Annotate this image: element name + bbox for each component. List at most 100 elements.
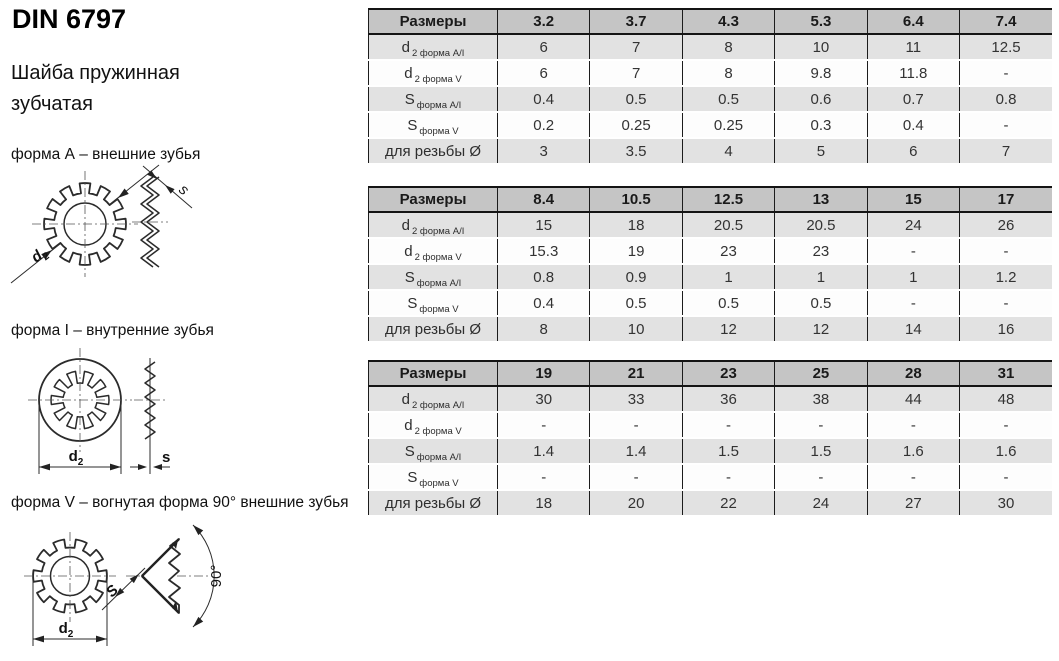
dim-label-d2: d2	[28, 243, 52, 268]
value-cell: 23	[681, 238, 775, 265]
size-column-header: 3.7	[589, 8, 683, 35]
value-cell: 0.4	[866, 112, 960, 139]
row-label: для резьбы Ø	[368, 490, 498, 515]
value-cell: 1	[681, 264, 775, 291]
drawing-form-i: d2 s	[28, 348, 170, 474]
value-cell: 12	[681, 316, 775, 341]
value-cell: -	[866, 412, 960, 439]
value-cell: 1.6	[959, 438, 1052, 465]
value-cell: 20.5	[681, 212, 775, 239]
value-cell: 1	[774, 264, 868, 291]
value-cell: -	[959, 464, 1052, 491]
caption-form-v: форма V – вогнутая форма 90° внешние зуб…	[11, 494, 349, 511]
value-cell: 22	[681, 490, 775, 515]
size-column-header: 19	[496, 360, 590, 387]
value-cell: 4	[681, 138, 775, 163]
size-column-header: 17	[959, 186, 1052, 213]
value-cell: 8	[681, 34, 775, 61]
value-cell: 0.4	[496, 86, 590, 113]
size-column-header: 12.5	[681, 186, 775, 213]
value-cell: 44	[866, 386, 960, 413]
dim-label-d2: d2	[59, 620, 74, 640]
value-cell: 26	[959, 212, 1052, 239]
size-column-header: 31	[959, 360, 1052, 387]
value-cell: -	[774, 464, 868, 491]
value-cell: 1	[866, 264, 960, 291]
value-cell: -	[496, 464, 590, 491]
value-cell: -	[959, 60, 1052, 87]
dim-label-s: S	[103, 582, 122, 601]
drawing-form-v: d2 S 90°	[24, 524, 225, 646]
value-cell: 0.25	[589, 112, 683, 139]
page-title: DIN 6797	[12, 4, 127, 34]
row-label: для резьбы Ø	[368, 316, 498, 341]
header-row: Размеры 19 21 23 25 28 31	[368, 360, 1052, 387]
size-column-header: 4.3	[681, 8, 775, 35]
table-row: для резьбы Ø 18 20 22 24 27 30	[368, 490, 1052, 515]
value-cell: -	[866, 238, 960, 265]
dimensions-table-3: Размеры 19 21 23 25 28 31 d 2 форма А/I 30 33 36 38 4…	[368, 360, 1052, 515]
header-row: Размеры 3.2 3.7 4.3 5.3 6.4 7.4	[368, 8, 1052, 35]
value-cell: 0.5	[589, 290, 683, 317]
size-column-header: 7.4	[959, 8, 1052, 35]
dimensions-table-block-3: Размеры 19 21 23 25 28 31 d 2 форма А/I 30 33 36 38 4…	[368, 360, 1052, 515]
size-column-header: 10.5	[589, 186, 683, 213]
value-cell: 12	[774, 316, 868, 341]
value-cell: 0.5	[589, 86, 683, 113]
value-cell: 1.2	[959, 264, 1052, 291]
value-cell: 6	[866, 138, 960, 163]
value-cell: 27	[866, 490, 960, 515]
value-cell: 7	[589, 60, 683, 87]
value-cell: -	[959, 238, 1052, 265]
size-column-header: 13	[774, 186, 868, 213]
value-cell: 12.5	[959, 34, 1052, 61]
value-cell: 7	[589, 34, 683, 61]
dimensions-table-2: Размеры 8.4 10.5 12.5 13 15 17 d 2 форма А/I 15 18…	[368, 186, 1052, 341]
value-cell: 9.8	[774, 60, 868, 87]
value-cell: -	[774, 412, 868, 439]
value-cell: 0.5	[681, 86, 775, 113]
value-cell: 0.8	[496, 264, 590, 291]
dim-label-s: s	[162, 449, 170, 466]
value-cell: 0.7	[866, 86, 960, 113]
value-cell: -	[959, 112, 1052, 139]
dimensions-table-block-1: Размеры 3.2 3.7 4.3 5.3 6.4 7.4 d 2 форма А/I 6 7 8…	[368, 8, 1052, 163]
table-row: для резьбы Ø 3 3.5 4 5 6 7	[368, 138, 1052, 163]
value-cell: 7	[959, 138, 1052, 163]
size-column-header: 21	[589, 360, 683, 387]
value-cell: 1.4	[496, 438, 590, 465]
value-cell: -	[589, 412, 683, 439]
value-cell: 6	[496, 60, 590, 87]
value-cell: 10	[589, 316, 683, 341]
value-cell: 38	[774, 386, 868, 413]
value-cell: 24	[774, 490, 868, 515]
value-cell: 1.4	[589, 438, 683, 465]
table-row: для резьбы Ø 8 10 12 12 14 16	[368, 316, 1052, 341]
page-subtitle: Шайба пружинная зубчатая	[11, 62, 180, 115]
angle-label-90: 90°	[208, 565, 225, 588]
value-cell: -	[959, 412, 1052, 439]
value-cell: 0.8	[959, 86, 1052, 113]
sizes-header: Размеры	[368, 8, 498, 35]
value-cell: 1.5	[681, 438, 775, 465]
value-cell: 30	[496, 386, 590, 413]
value-cell: 15.3	[496, 238, 590, 265]
value-cell: 20	[589, 490, 683, 515]
drawing-form-a: d2 s	[10, 164, 192, 284]
value-cell: -	[681, 412, 775, 439]
